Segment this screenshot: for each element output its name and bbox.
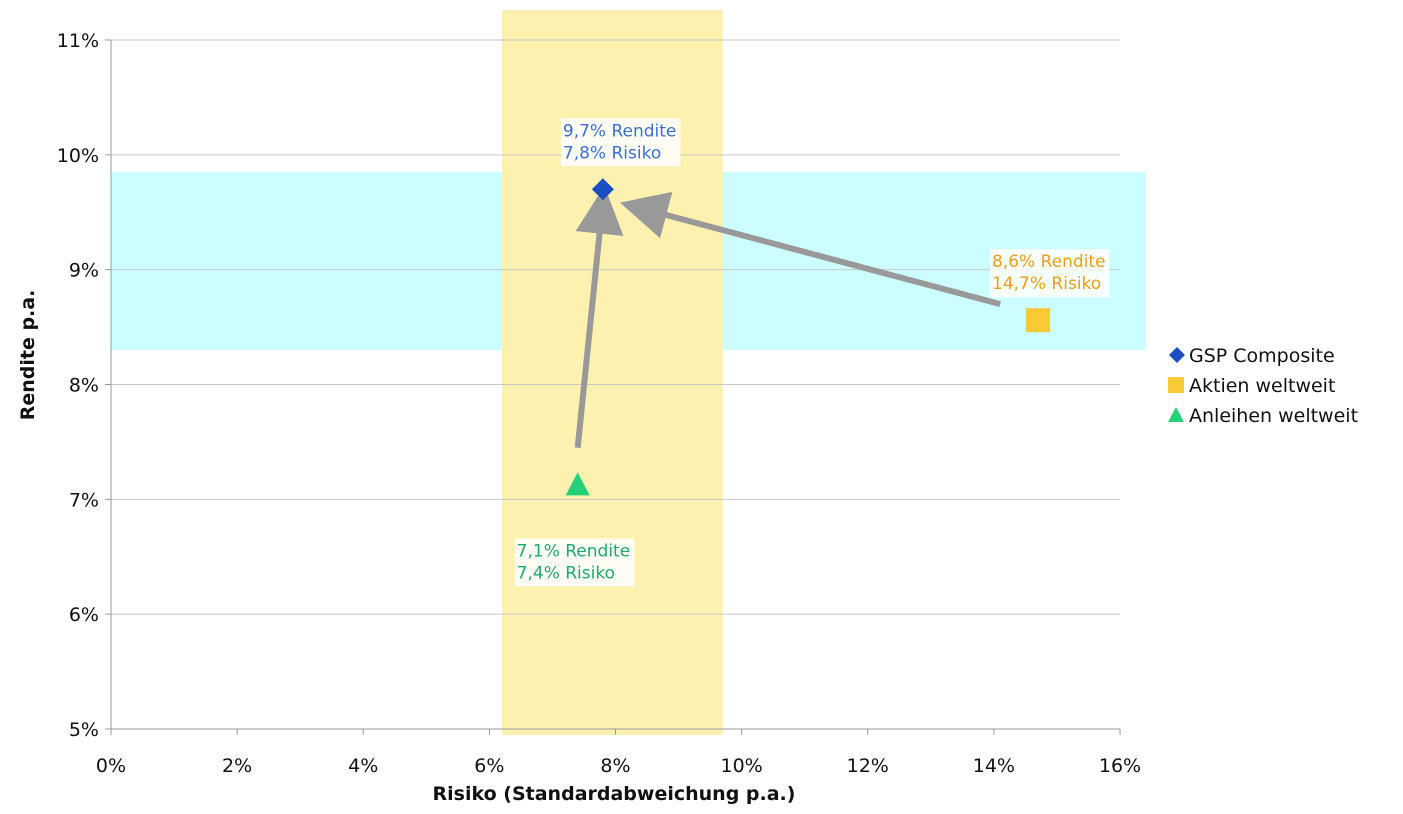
legend-label: Aktien weltweit xyxy=(1189,375,1335,397)
legend-label: GSP Composite xyxy=(1189,345,1335,367)
legend-marker xyxy=(1168,407,1184,422)
x-tick-label: 16% xyxy=(1099,755,1141,777)
arrow xyxy=(619,191,1001,308)
x-tick-label: 14% xyxy=(973,755,1015,777)
x-tick-label: 8% xyxy=(600,755,630,777)
x-axis-title: Risiko (Standardabweichung p.a.) xyxy=(433,783,796,805)
point-gsp-composite xyxy=(591,178,614,201)
tick-labels: 5% 6% 7% 8% 9% 10% 11% 0% 2% 4% 6% 8% 10% 12% 14% 16% xyxy=(57,30,1141,777)
point-anleihen-weltweit xyxy=(565,472,590,496)
x-tick-label: 6% xyxy=(474,755,504,777)
data-label-line: 14,7% Risiko xyxy=(992,274,1101,294)
arrow xyxy=(574,185,624,448)
x-tick-label: 12% xyxy=(847,755,889,777)
legend-label: Anleihen weltweit xyxy=(1189,405,1358,427)
y-tick-label: 8% xyxy=(69,375,99,397)
x-tick-label: 4% xyxy=(348,755,378,777)
gridlines xyxy=(111,39,1120,615)
data-label-background xyxy=(990,249,1110,298)
arrows xyxy=(574,185,1001,448)
legend-item-gsp-composite: GSP Composite xyxy=(1169,345,1335,367)
x-tick-label: 10% xyxy=(721,755,763,777)
y-axis-title: Rendite p.a. xyxy=(17,290,39,421)
y-tick-label: 10% xyxy=(57,145,99,167)
y-tick-label: 6% xyxy=(69,604,99,626)
y-tick-label: 7% xyxy=(69,489,99,511)
data-label-line: 8,6% Rendite xyxy=(992,252,1106,272)
x-tick-label: 0% xyxy=(96,755,126,777)
data-label-line: 7,8% Risiko xyxy=(563,143,661,163)
data-label-background xyxy=(560,118,681,167)
y-tick-label: 11% xyxy=(57,30,99,52)
legend-marker xyxy=(1168,377,1184,393)
legend: GSP Composite Aktien weltweit Anleihen wel… xyxy=(1168,345,1358,427)
data-label-line: 7,1% Rendite xyxy=(517,541,631,561)
legend-marker xyxy=(1169,347,1185,363)
y-tick-label: 9% xyxy=(69,260,99,282)
data-label-line: 9,7% Rendite xyxy=(563,121,677,141)
data-label-background xyxy=(514,538,635,587)
legend-item-aktien-weltweit: Aktien weltweit xyxy=(1168,375,1335,397)
legend-item-anleihen-weltweit: Anleihen weltweit xyxy=(1168,405,1358,427)
data-points xyxy=(565,178,1051,496)
data-label-line: 7,4% Risiko xyxy=(517,563,615,583)
point-aktien-weltweit xyxy=(1026,308,1051,333)
x-tick-label: 2% xyxy=(222,755,252,777)
y-tick-label: 5% xyxy=(69,719,99,741)
